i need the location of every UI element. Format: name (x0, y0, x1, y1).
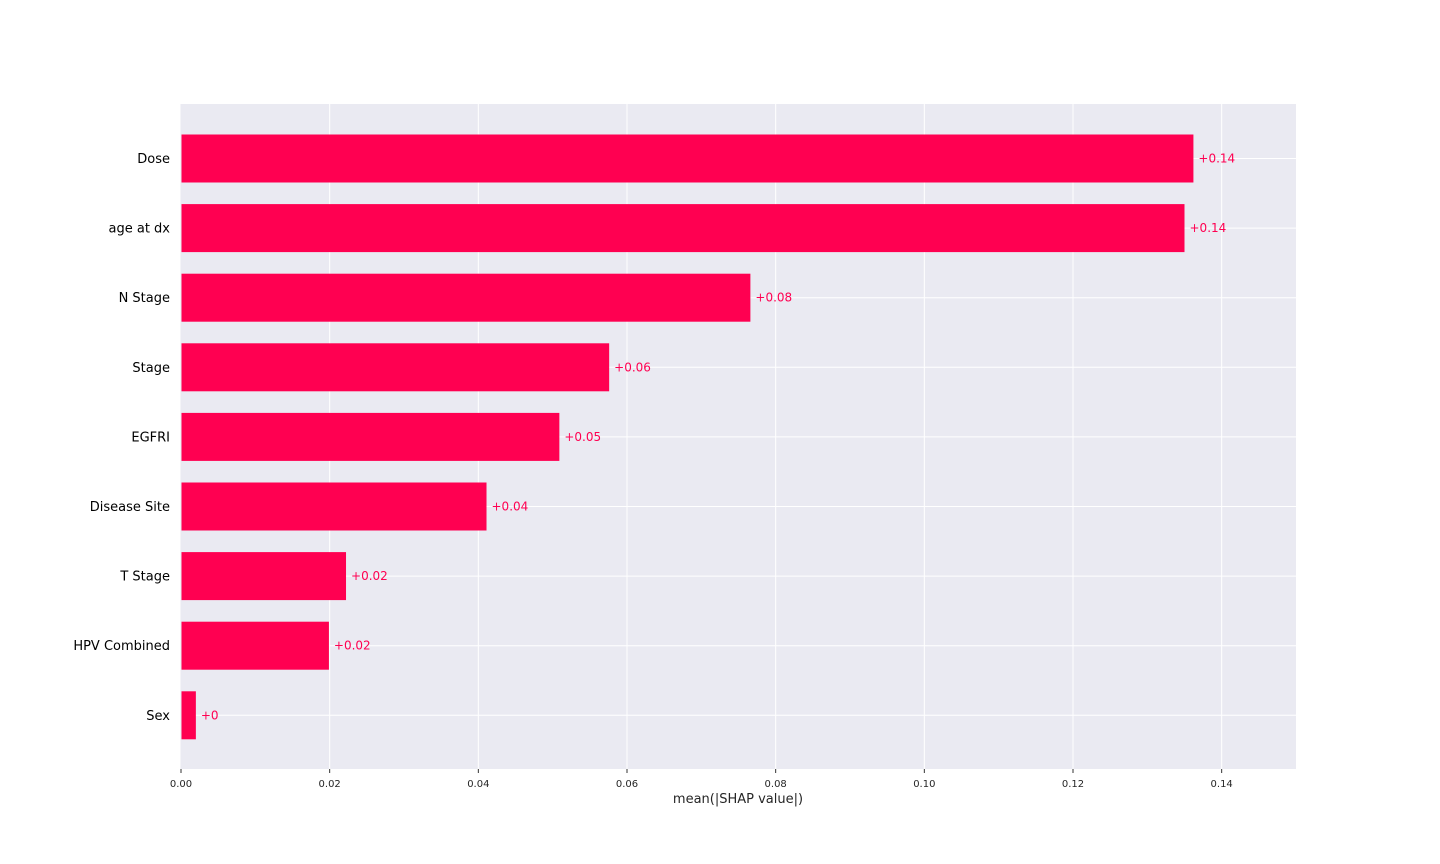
x-tick-label: 0.00 (170, 779, 192, 790)
x-tick-label: 0.14 (1211, 779, 1233, 790)
x-axis-label: mean(|SHAP value|) (673, 792, 803, 807)
bar-egfri (181, 412, 560, 461)
category-label: age at dx (109, 222, 171, 237)
data-labels: +0.14 +0.14 +0.08 +0.06 +0.05 +0.04 +0.02 +0.02… (201, 152, 1235, 723)
data-label: +0.02 (351, 569, 388, 583)
x-tick-label: 0.08 (765, 779, 787, 790)
data-label: +0 (201, 708, 219, 722)
data-label: +0.08 (755, 291, 792, 305)
category-label: HPV Combined (73, 639, 170, 654)
x-tick-label: 0.12 (1062, 779, 1084, 790)
bar-age-at-dx (181, 204, 1185, 253)
data-label: +0.06 (614, 360, 651, 374)
x-tick-label: 0.10 (913, 779, 935, 790)
bar-t-stage (181, 552, 347, 601)
data-label: +0.04 (492, 500, 529, 514)
data-label: +0.02 (334, 639, 371, 653)
data-label: +0.14 (1198, 152, 1235, 166)
bars (181, 134, 1194, 740)
category-label: EGFRI (131, 430, 170, 445)
bar-n-stage (181, 273, 751, 322)
category-label: Stage (132, 361, 170, 376)
bar-sex (181, 691, 196, 740)
bar-hpv-combined (181, 621, 329, 670)
x-tick-label: 0.02 (319, 779, 341, 790)
category-label: T Stage (119, 570, 170, 585)
data-label: +0.05 (564, 430, 601, 444)
bar-stage (181, 343, 610, 392)
category-label: Dose (137, 152, 170, 167)
bar-disease-site (181, 482, 487, 531)
category-label: Disease Site (90, 500, 170, 515)
category-labels: Dose age at dx N Stage Stage EGFRI Disease Si… (73, 152, 170, 724)
category-label: Sex (146, 709, 170, 724)
x-tick-label: 0.04 (467, 779, 489, 790)
category-label: N Stage (119, 291, 170, 306)
x-axis-ticks: 0.00 0.02 0.04 0.06 0.08 0.10 0.12 0.14 (170, 104, 1233, 790)
data-label: +0.14 (1190, 221, 1227, 235)
x-tick-label: 0.06 (616, 779, 638, 790)
bar-dose (181, 134, 1194, 183)
